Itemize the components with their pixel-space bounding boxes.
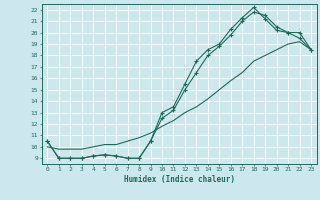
X-axis label: Humidex (Indice chaleur): Humidex (Indice chaleur) xyxy=(124,175,235,184)
